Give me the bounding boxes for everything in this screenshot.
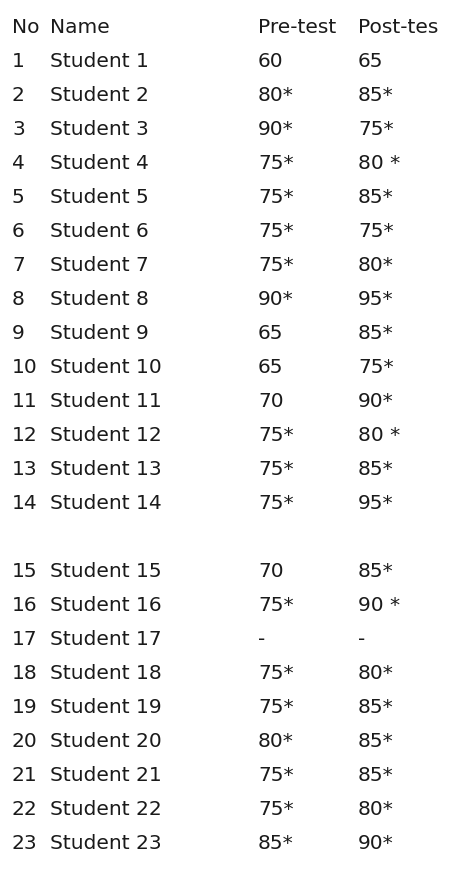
Text: Student 16: Student 16	[50, 596, 161, 615]
Text: 80 *: 80 *	[357, 426, 400, 445]
Text: 75*: 75*	[357, 222, 393, 241]
Text: 75*: 75*	[257, 800, 293, 819]
Text: 65: 65	[257, 358, 283, 377]
Text: Name: Name	[50, 18, 110, 37]
Text: 75*: 75*	[257, 664, 293, 683]
Text: 80*: 80*	[257, 86, 293, 105]
Text: 75*: 75*	[357, 358, 393, 377]
Text: 75*: 75*	[257, 460, 293, 479]
Text: Student 10: Student 10	[50, 358, 162, 377]
Text: Student 17: Student 17	[50, 630, 161, 649]
Text: 75*: 75*	[257, 698, 293, 717]
Text: 22: 22	[12, 800, 38, 819]
Text: -: -	[357, 630, 364, 649]
Text: 90 *: 90 *	[357, 596, 399, 615]
Text: 21: 21	[12, 766, 38, 785]
Text: 75*: 75*	[257, 154, 293, 173]
Text: 17: 17	[12, 630, 38, 649]
Text: 75*: 75*	[257, 766, 293, 785]
Text: 75*: 75*	[357, 120, 393, 139]
Text: Student 12: Student 12	[50, 426, 162, 445]
Text: 2: 2	[12, 86, 25, 105]
Text: Student 22: Student 22	[50, 800, 162, 819]
Text: 16: 16	[12, 596, 38, 615]
Text: Student 8: Student 8	[50, 290, 149, 309]
Text: Student 11: Student 11	[50, 392, 162, 411]
Text: Student 15: Student 15	[50, 562, 161, 581]
Text: No: No	[12, 18, 39, 37]
Text: 8: 8	[12, 290, 25, 309]
Text: 95*: 95*	[357, 290, 393, 309]
Text: 15: 15	[12, 562, 38, 581]
Text: 95*: 95*	[357, 494, 393, 513]
Text: Student 3: Student 3	[50, 120, 149, 139]
Text: 90*: 90*	[257, 290, 293, 309]
Text: Post-tes: Post-tes	[357, 18, 438, 37]
Text: 11: 11	[12, 392, 38, 411]
Text: 85*: 85*	[257, 834, 293, 853]
Text: 85*: 85*	[357, 86, 393, 105]
Text: 75*: 75*	[257, 426, 293, 445]
Text: 85*: 85*	[357, 324, 393, 343]
Text: 9: 9	[12, 324, 25, 343]
Text: 75*: 75*	[257, 188, 293, 207]
Text: Student 14: Student 14	[50, 494, 162, 513]
Text: Student 23: Student 23	[50, 834, 161, 853]
Text: 85*: 85*	[357, 732, 393, 751]
Text: 75*: 75*	[257, 494, 293, 513]
Text: 70: 70	[257, 562, 283, 581]
Text: 90*: 90*	[257, 120, 293, 139]
Text: 80*: 80*	[257, 732, 293, 751]
Text: 6: 6	[12, 222, 25, 241]
Text: Student 13: Student 13	[50, 460, 161, 479]
Text: 85*: 85*	[357, 562, 393, 581]
Text: 90*: 90*	[357, 834, 393, 853]
Text: 7: 7	[12, 256, 25, 275]
Text: 75*: 75*	[257, 256, 293, 275]
Text: 4: 4	[12, 154, 25, 173]
Text: 85*: 85*	[357, 460, 393, 479]
Text: 1: 1	[12, 52, 25, 71]
Text: Pre-test: Pre-test	[257, 18, 336, 37]
Text: 13: 13	[12, 460, 38, 479]
Text: 19: 19	[12, 698, 38, 717]
Text: 80*: 80*	[357, 800, 393, 819]
Text: 65: 65	[257, 324, 283, 343]
Text: Student 6: Student 6	[50, 222, 149, 241]
Text: 65: 65	[357, 52, 383, 71]
Text: Student 1: Student 1	[50, 52, 149, 71]
Text: 90*: 90*	[357, 392, 393, 411]
Text: Student 21: Student 21	[50, 766, 162, 785]
Text: 5: 5	[12, 188, 25, 207]
Text: Student 9: Student 9	[50, 324, 149, 343]
Text: 85*: 85*	[357, 188, 393, 207]
Text: 10: 10	[12, 358, 38, 377]
Text: Student 2: Student 2	[50, 86, 149, 105]
Text: 12: 12	[12, 426, 38, 445]
Text: Student 19: Student 19	[50, 698, 161, 717]
Text: 80*: 80*	[357, 664, 393, 683]
Text: 80 *: 80 *	[357, 154, 400, 173]
Text: 70: 70	[257, 392, 283, 411]
Text: Student 7: Student 7	[50, 256, 149, 275]
Text: 75*: 75*	[257, 222, 293, 241]
Text: 60: 60	[257, 52, 283, 71]
Text: 23: 23	[12, 834, 38, 853]
Text: 20: 20	[12, 732, 38, 751]
Text: Student 18: Student 18	[50, 664, 162, 683]
Text: 18: 18	[12, 664, 38, 683]
Text: 80*: 80*	[357, 256, 393, 275]
Text: 85*: 85*	[357, 698, 393, 717]
Text: 85*: 85*	[357, 766, 393, 785]
Text: Student 4: Student 4	[50, 154, 149, 173]
Text: Student 20: Student 20	[50, 732, 162, 751]
Text: Student 5: Student 5	[50, 188, 149, 207]
Text: -: -	[257, 630, 265, 649]
Text: 3: 3	[12, 120, 25, 139]
Text: 75*: 75*	[257, 596, 293, 615]
Text: 14: 14	[12, 494, 38, 513]
